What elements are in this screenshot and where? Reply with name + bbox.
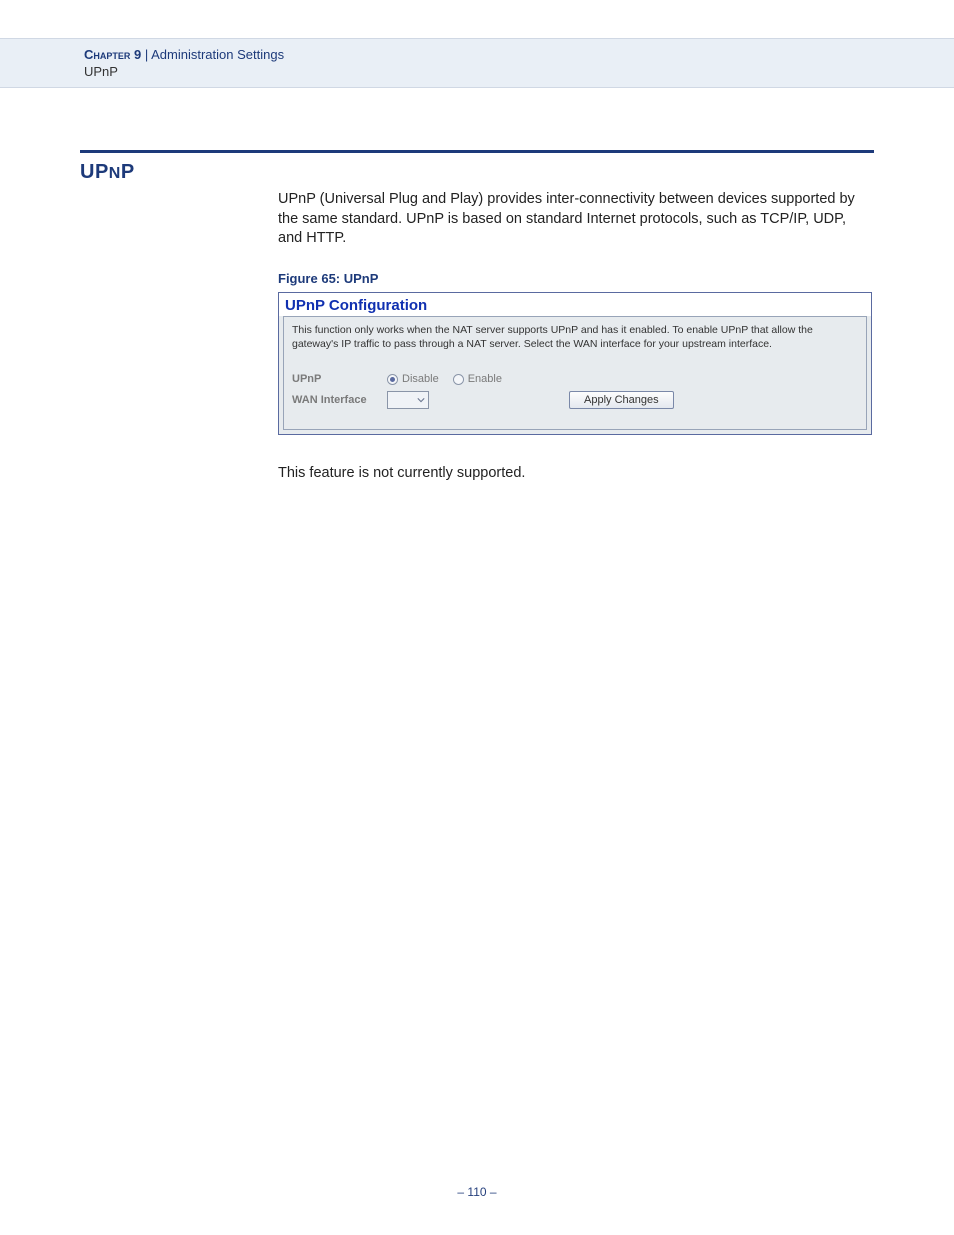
radio-enable-label: Enable <box>468 373 502 385</box>
figure-caption: Figure 65: UPnP <box>278 271 874 286</box>
upnp-screenshot: UPnP Configuration This function only wo… <box>278 292 872 435</box>
header-section: Administration Settings <box>151 47 284 62</box>
header-subsection: UPnP <box>84 64 954 79</box>
content-area: UPNP UPnP (Universal Plug and Play) prov… <box>80 150 874 481</box>
radio-enable[interactable]: Enable <box>453 373 502 385</box>
title-small: N <box>109 165 121 182</box>
wan-interface-select[interactable] <box>387 391 429 409</box>
wan-label: WAN Interface <box>292 394 387 406</box>
page-number: – 110 – <box>457 1185 496 1199</box>
page-header-band: Chapter 9 | Administration Settings UPnP <box>0 38 954 88</box>
note-paragraph: This feature is not currently supported. <box>278 465 874 481</box>
row-upnp: UPnP Disable Enable <box>292 373 858 385</box>
apply-changes-button[interactable]: Apply Changes <box>569 391 674 409</box>
panel-inner: This function only works when the NAT se… <box>283 316 867 430</box>
upnp-label: UPnP <box>292 373 387 385</box>
chapter-label: Chapter 9 <box>84 47 141 62</box>
panel-title: UPnP Configuration <box>279 293 871 316</box>
header-separator: | <box>141 47 151 62</box>
title-suffix: P <box>121 161 135 183</box>
radio-dot-icon <box>387 374 398 385</box>
section-title: UPNP <box>80 161 874 184</box>
section-rule <box>80 150 874 153</box>
header-content: Chapter 9 | Administration Settings UPnP <box>0 39 954 79</box>
intro-paragraph: UPnP (Universal Plug and Play) provides … <box>278 190 874 249</box>
radio-dot-icon <box>453 374 464 385</box>
radio-disable[interactable]: Disable <box>387 373 439 385</box>
page-footer: – 110 – <box>0 1185 954 1199</box>
radio-disable-label: Disable <box>402 373 439 385</box>
row-wan: WAN Interface Apply Changes <box>292 391 858 409</box>
chevron-down-icon <box>417 396 425 404</box>
title-prefix: UP <box>80 161 109 183</box>
panel-description: This function only works when the NAT se… <box>292 323 858 367</box>
